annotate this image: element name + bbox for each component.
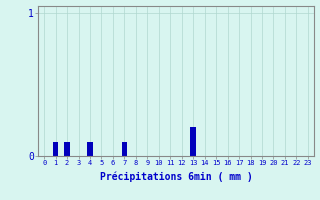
Bar [53,142,59,156]
Bar [122,142,127,156]
Bar [64,142,70,156]
Bar [87,142,93,156]
Bar [190,127,196,156]
X-axis label: Précipitations 6min ( mm ): Précipitations 6min ( mm ) [100,172,252,182]
